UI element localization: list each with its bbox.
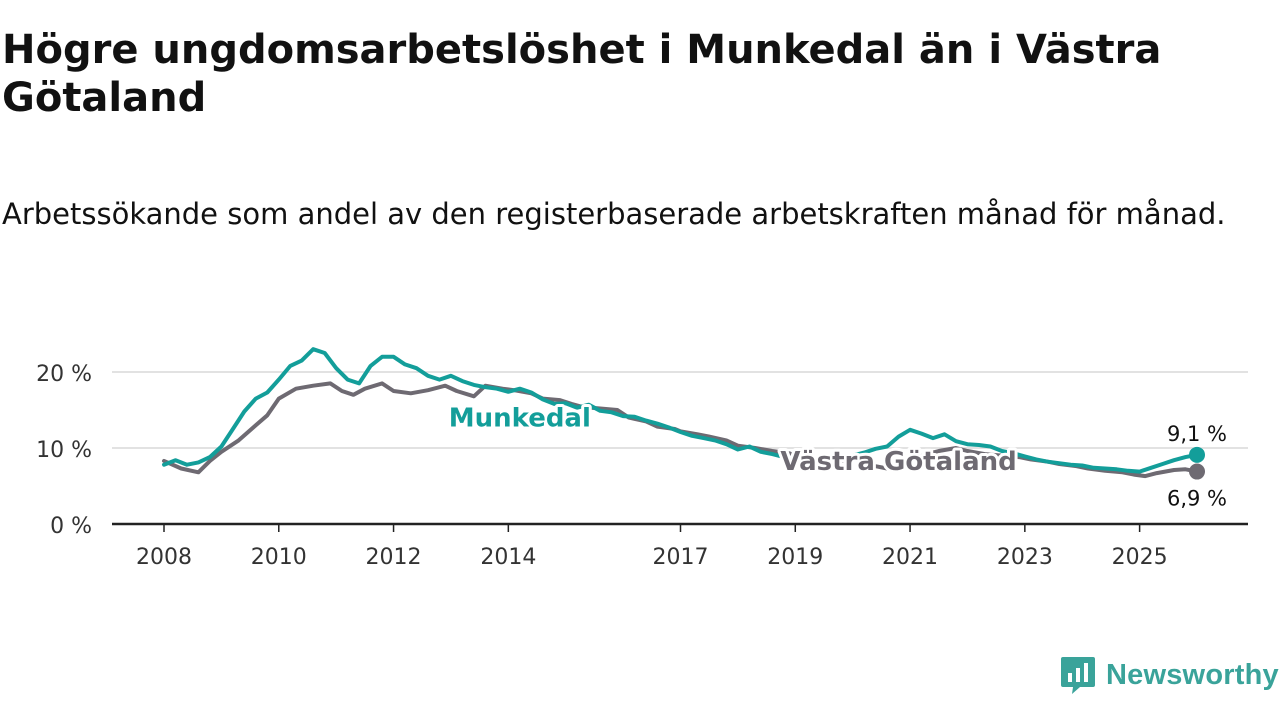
- y-axis-ticks: 0 % 10 % 20 %: [36, 362, 92, 539]
- series-end-marker: [1189, 446, 1205, 463]
- x-tick-label: 2019: [767, 545, 823, 570]
- x-tick-label: 2025: [1112, 545, 1168, 570]
- chart-subtitle: Arbetssökande som andel av den registerb…: [2, 197, 1226, 231]
- series-lines: [162, 347, 1205, 480]
- x-tick-label: 2010: [251, 545, 307, 570]
- y-tick-label: 10 %: [36, 438, 92, 463]
- y-tick-label: 20 %: [36, 362, 92, 387]
- x-tick-label: 2021: [882, 545, 938, 570]
- end-value-label: 9,1 %: [1167, 422, 1227, 446]
- series-line-munkedal: [162, 347, 1199, 474]
- x-tick-label: 2008: [136, 545, 192, 570]
- newsworthy-logo-icon: [1061, 657, 1095, 694]
- series-labels: Munkedal Västra Götaland 6,9 % 9,1 %: [446, 401, 1230, 513]
- series-end-marker: [1189, 463, 1205, 480]
- series-name-label: Munkedal: [449, 404, 591, 434]
- x-axis: 2008 2010 2012 2014 2017 2019 2021 2023 2025: [112, 522, 1248, 570]
- x-tick-label: 2012: [366, 545, 422, 570]
- y-tick-label: 0 %: [50, 514, 92, 539]
- end-value-label: 6,9 %: [1167, 487, 1227, 511]
- gridlines: [112, 371, 1248, 449]
- brand-name: Newsworthy: [1106, 658, 1279, 691]
- x-tick-label: 2023: [997, 545, 1053, 570]
- series-name-label: Västra Götaland: [780, 447, 1016, 477]
- x-tick-label: 2014: [480, 545, 536, 570]
- chart-title: Högre ungdomsarbetslöshet i Munkedal än …: [2, 27, 1162, 121]
- x-tick-label: 2017: [653, 545, 709, 570]
- newsworthy-brand: Newsworthy: [1060, 655, 1279, 695]
